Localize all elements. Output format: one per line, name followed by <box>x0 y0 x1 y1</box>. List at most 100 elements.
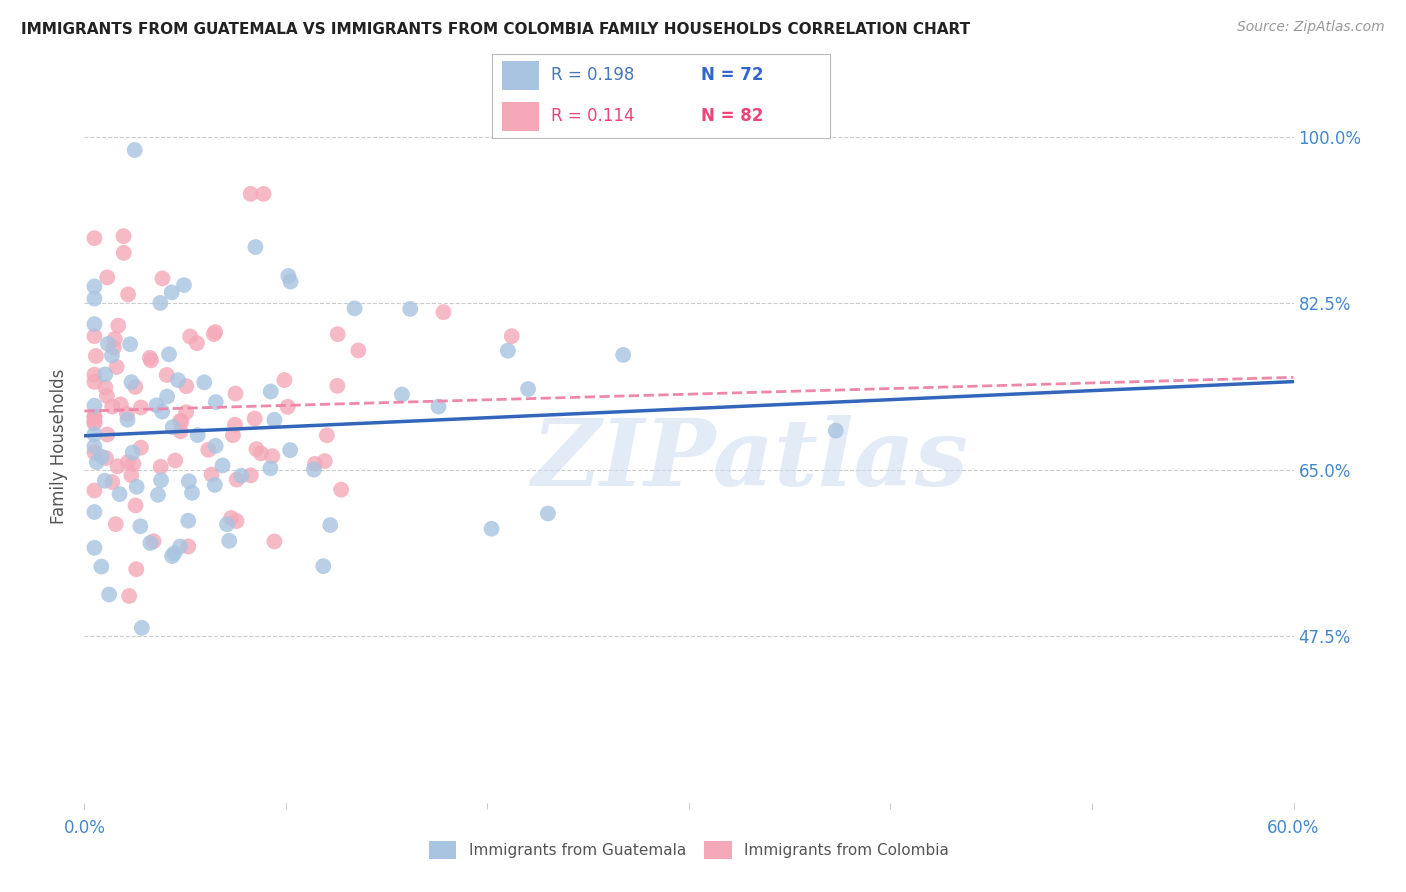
Point <box>330 483 353 497</box>
Point <box>162 420 184 434</box>
Point <box>204 325 226 339</box>
Point <box>169 425 191 439</box>
Point <box>107 459 129 474</box>
Point <box>120 376 142 390</box>
Point <box>501 329 523 343</box>
Point <box>83 427 105 442</box>
Point <box>129 401 152 415</box>
Point <box>117 455 139 469</box>
Point <box>612 348 634 362</box>
Point <box>222 428 245 442</box>
Point <box>259 461 281 475</box>
Point <box>90 559 112 574</box>
Point <box>101 475 124 489</box>
Point <box>83 414 105 428</box>
Point <box>326 379 349 393</box>
Point <box>176 379 198 393</box>
Point <box>215 517 238 532</box>
Point <box>165 453 187 467</box>
Point <box>107 318 129 333</box>
Point <box>105 359 128 374</box>
Point <box>277 400 299 414</box>
Point <box>304 457 326 471</box>
Point <box>187 428 209 442</box>
Point <box>139 353 162 368</box>
Point <box>481 522 503 536</box>
Point <box>150 404 173 418</box>
Point <box>250 446 273 460</box>
Point <box>312 559 335 574</box>
Point <box>252 186 274 201</box>
Point <box>83 292 105 306</box>
Point <box>186 336 208 351</box>
Point <box>83 375 105 389</box>
Point <box>273 373 295 387</box>
Point <box>83 445 105 459</box>
Point <box>94 451 117 466</box>
Point <box>90 450 112 464</box>
Text: N = 72: N = 72 <box>702 66 763 84</box>
Text: IMMIGRANTS FROM GUATEMALA VS IMMIGRANTS FROM COLOMBIA FAMILY HOUSEHOLDS CORRELAT: IMMIGRANTS FROM GUATEMALA VS IMMIGRANTS … <box>21 22 970 37</box>
Point <box>314 454 336 468</box>
Point <box>427 400 450 414</box>
Point <box>120 468 142 483</box>
Point <box>142 534 165 549</box>
Point <box>150 473 173 487</box>
Point <box>170 414 193 428</box>
Point <box>152 271 174 285</box>
Point <box>496 343 519 358</box>
Point <box>83 440 105 454</box>
Point <box>83 317 105 331</box>
Point <box>204 439 226 453</box>
Point <box>149 459 172 474</box>
Point <box>124 499 146 513</box>
Point <box>103 341 125 355</box>
Point <box>160 285 183 300</box>
Point <box>169 414 191 428</box>
Point <box>219 511 242 525</box>
Point <box>200 467 222 482</box>
Legend: Immigrants from Guatemala, Immigrants from Colombia: Immigrants from Guatemala, Immigrants fr… <box>422 834 956 866</box>
Point <box>83 483 105 498</box>
Point <box>94 474 117 488</box>
Point <box>245 442 267 457</box>
Point <box>121 445 143 459</box>
Point <box>280 275 302 289</box>
Point <box>98 587 121 601</box>
Point <box>125 480 148 494</box>
Point <box>96 427 118 442</box>
Point <box>83 410 105 425</box>
Point <box>122 457 145 471</box>
Point <box>124 143 146 157</box>
Point <box>108 487 131 501</box>
Point <box>197 442 219 457</box>
Point <box>211 458 233 473</box>
Y-axis label: Family Households: Family Households <box>51 368 69 524</box>
Point <box>319 518 342 533</box>
Point <box>169 540 191 554</box>
Point <box>160 549 183 563</box>
Point <box>110 397 132 411</box>
Point <box>260 384 283 399</box>
Point <box>177 540 200 554</box>
Point <box>224 417 246 432</box>
Point <box>173 278 195 293</box>
Point <box>181 486 204 500</box>
Point <box>278 443 301 458</box>
Point <box>263 413 285 427</box>
Point <box>96 389 118 403</box>
Point <box>231 468 253 483</box>
Point <box>101 400 124 414</box>
Point <box>177 475 200 489</box>
Point <box>156 390 179 404</box>
Point <box>83 368 105 382</box>
Point <box>146 488 169 502</box>
Point <box>83 231 105 245</box>
Point <box>83 399 105 413</box>
Point <box>94 368 117 382</box>
Point <box>245 240 267 254</box>
Point <box>824 424 846 438</box>
Point <box>149 296 172 310</box>
Point <box>120 337 142 351</box>
Point <box>83 505 105 519</box>
